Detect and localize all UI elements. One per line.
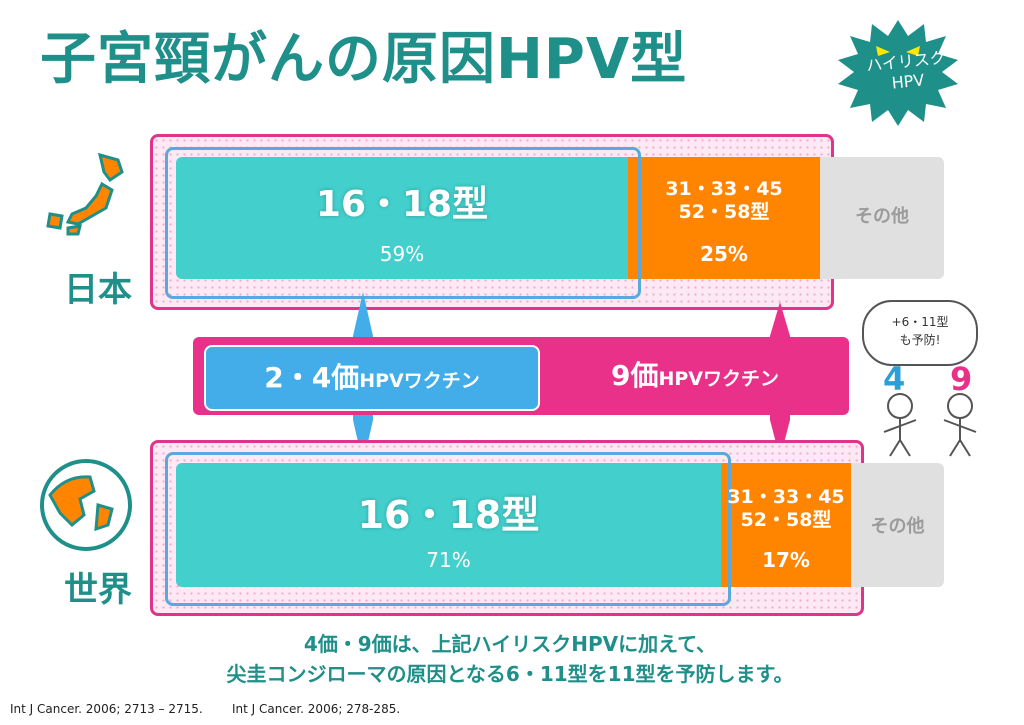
page-title: 子宮頸がんの原因HPV型 xyxy=(40,27,688,92)
bivalent-suffix: HPVワクチン xyxy=(359,370,480,392)
world-label-31-33-45-52-58: 31・33・45 52・58型 xyxy=(721,486,851,532)
label-line: 31・33・45 xyxy=(665,178,783,200)
character-4-number: 4 xyxy=(883,360,906,398)
citation-2: Int J Cancer. 2006; 278-285. xyxy=(232,702,401,716)
spiky-virus-shape xyxy=(838,20,958,126)
japan-bar-31-33-45-52-58 xyxy=(628,157,820,279)
world-bar-31-33-45-52-58 xyxy=(721,463,851,587)
citation-1: Int J Cancer. 2006; 2713 – 2715. xyxy=(10,702,203,716)
japan-bar-other xyxy=(820,157,944,279)
region-label-world: 世界 xyxy=(64,570,132,610)
bivalent-vaccine-label: 2・4価HPVワクチン xyxy=(204,347,540,413)
label-line: 52・58型 xyxy=(678,201,770,223)
bivalent-num: 2・4価 xyxy=(264,361,360,394)
label-line: 31・33・45 xyxy=(727,486,845,508)
nonavalent-vaccine-label: 9価HPVワクチン xyxy=(540,345,850,411)
globe-icon xyxy=(40,459,132,551)
note-line-1: 4価・9価は、上記ハイリスクHPVに加えて、 xyxy=(303,632,717,656)
world-bar-16-18 xyxy=(176,463,721,587)
eye-icon xyxy=(906,46,920,56)
japan-pct-31-33-45-52-58: 25% xyxy=(700,242,748,266)
world-bar-other xyxy=(851,463,944,587)
world-label-16-18: 16・18型 xyxy=(357,493,540,537)
japan-bar-16-18 xyxy=(176,157,628,279)
region-label-japan: 日本 xyxy=(64,270,132,310)
japan-map-icon xyxy=(46,152,124,236)
japan-label-16-18: 16・18型 xyxy=(315,184,489,225)
japan-label-31-33-45-52-58: 31・33・45 52・58型 xyxy=(628,178,820,224)
world-2-4valent-coverage-box xyxy=(165,452,731,606)
cheering-characters-icon xyxy=(883,393,977,457)
world-label-other: その他 xyxy=(870,516,925,537)
japan-pct-16-18: 59% xyxy=(379,242,425,266)
bubble-line-2: も予防! xyxy=(899,333,941,347)
note-line-2: 尖圭コンジローマの原因となる6・11型を11型を予防します。 xyxy=(226,662,794,686)
label-line: 52・58型 xyxy=(740,509,832,531)
bubble-line-1: +6・11型 xyxy=(891,315,949,329)
high-risk-hpv-badge xyxy=(838,20,958,126)
speech-bubble: +6・11型 も予防! xyxy=(862,300,978,366)
world-pct-31-33-45-52-58: 17% xyxy=(762,548,810,572)
nonavalent-suffix: HPVワクチン xyxy=(658,368,780,390)
bivalent-vaccine-box xyxy=(204,345,540,411)
eye-icon xyxy=(876,46,890,56)
japan-2-4valent-coverage-box xyxy=(165,147,641,299)
nonavalent-num: 9価 xyxy=(610,359,659,392)
world-pct-16-18: 71% xyxy=(426,548,471,572)
japan-label-other: その他 xyxy=(855,206,909,227)
character-9-number: 9 xyxy=(950,360,973,398)
